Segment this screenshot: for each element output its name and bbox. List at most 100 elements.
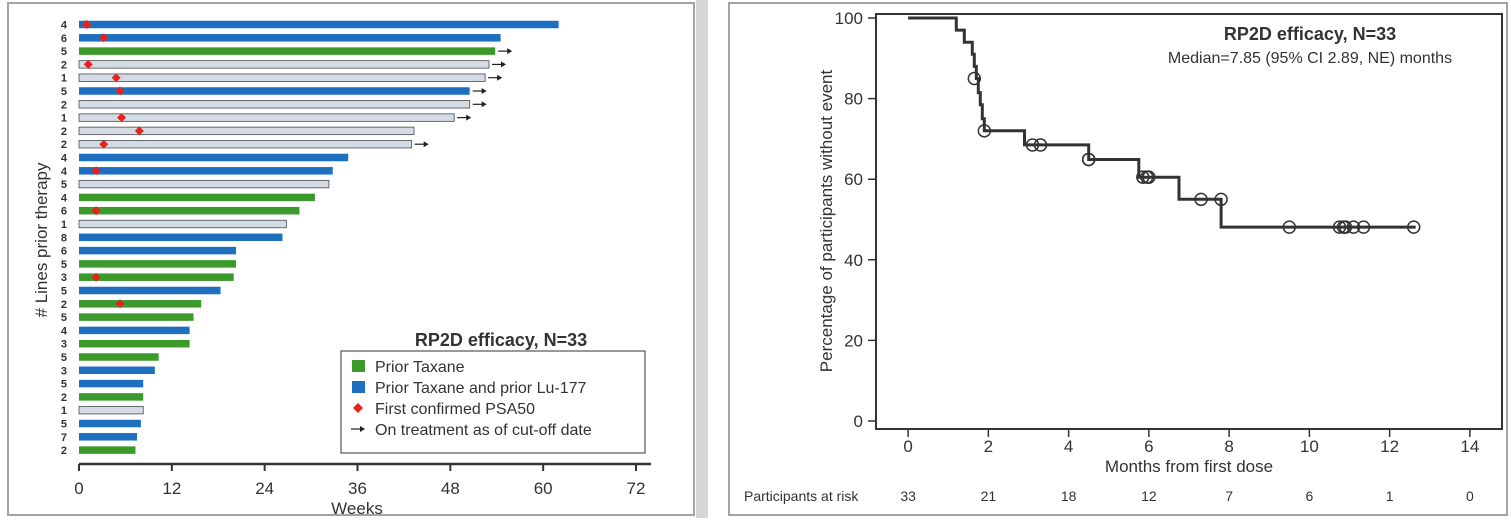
swimmer-y-tick-label: 1	[61, 73, 67, 85]
swimmer-y-tick-label: 8	[61, 232, 67, 244]
ongoing-arrow-head	[423, 141, 429, 148]
swimmer-bar	[79, 233, 283, 242]
swimmer-y-tick-label: 4	[61, 325, 68, 337]
psa50-marker	[91, 272, 101, 282]
psa50-marker	[91, 206, 101, 216]
at-risk-count: 21	[981, 488, 997, 504]
censor-mark	[1033, 138, 1048, 152]
swimmer-x-ticks: 0 12 24 36 48 60 72	[74, 464, 645, 498]
swimmer-y-tick-label: 4	[61, 153, 68, 165]
swimmer-bar	[79, 153, 349, 162]
censor-mark	[1338, 220, 1353, 234]
censor-mark	[1214, 192, 1228, 207]
at-risk-count: 18	[1061, 488, 1077, 504]
km-x-tick-label: 6	[1144, 437, 1153, 456]
swimmer-y-tick-label: 7	[61, 432, 67, 444]
swimmer-y-tick-label: 4	[61, 192, 68, 204]
ongoing-arrow	[492, 61, 507, 68]
km-y-ticks: 0 20 40 60 80 100	[835, 9, 876, 431]
swimmer-bar	[79, 326, 190, 335]
swimmer-bar	[79, 34, 501, 42]
ongoing-arrow-head	[497, 74, 503, 81]
swimmer-bar	[79, 433, 138, 441]
swimmer-bar	[79, 167, 333, 175]
ongoing-arrow	[488, 74, 503, 81]
ongoing-arrow	[498, 48, 513, 55]
swimmer-y-tick-label: 1	[61, 219, 67, 231]
swimmer-bar	[79, 339, 190, 348]
legend-label: Prior Taxane	[375, 359, 465, 376]
km-y-axis-label: Percentage of participants without event	[817, 70, 836, 373]
swimmer-bar	[79, 379, 144, 388]
swimmer-bar	[79, 300, 202, 308]
psa50-marker	[91, 166, 101, 176]
psa50-marker	[134, 126, 144, 136]
swimmer-bar	[79, 366, 155, 375]
swimmer-bar	[79, 246, 237, 255]
swimmer-y-tick-label: 2	[61, 59, 67, 71]
swimmer-bar	[79, 419, 141, 428]
legend-arrow	[351, 426, 365, 432]
km-x-ticks: 0 2 4 6 8 10 12 14	[903, 429, 1479, 456]
swimmer-y-tick-label: 2	[61, 299, 67, 311]
km-x-tick-label: 12	[1380, 437, 1399, 456]
swimmer-bar	[78, 219, 287, 229]
swimmer-legend: Prior Taxane Prior Taxane and prior Lu-17…	[351, 359, 592, 439]
swimmer-y-tick-label: 5	[61, 259, 67, 271]
swimmer-bar	[79, 393, 144, 401]
ongoing-arrow-head	[481, 101, 487, 108]
swimmer-title: RP2D efficacy, N=33	[415, 330, 587, 350]
at-risk-count: 33	[900, 488, 916, 504]
swimmer-x-tick-label: 36	[348, 479, 367, 498]
psa50-marker	[82, 20, 92, 29]
swimmer-bar	[78, 140, 413, 149]
legend-label: Prior Taxane and prior Lu-177	[375, 380, 586, 397]
swimmer-y-tick-label: 5	[61, 286, 67, 298]
swimmer-bar	[78, 406, 144, 415]
swimmer-bar	[79, 260, 237, 268]
psa50-marker	[115, 299, 125, 309]
censor-mark	[1142, 170, 1156, 184]
swimmer-y-tick-label: 1	[61, 113, 67, 125]
swimmer-y-tick-label: 6	[61, 206, 67, 218]
km-x-tick-label: 2	[984, 437, 993, 456]
censor-mark	[1194, 192, 1208, 207]
km-y-tick-label: 20	[844, 331, 863, 350]
swimmer-x-tick-label: 60	[534, 479, 553, 498]
swimmer-y-tick-label: 2	[61, 139, 67, 151]
km-title: RP2D efficacy, N=33	[1224, 24, 1396, 44]
swimmer-y-tick-label: 6	[61, 246, 67, 258]
ongoing-arrow-head	[501, 61, 507, 68]
ongoing-arrow	[472, 88, 487, 94]
swimmer-y-tick-label: 5	[61, 352, 67, 364]
km-x-tick-label: 14	[1460, 437, 1479, 456]
legend-diamond	[353, 403, 363, 413]
at-risk-count: 0	[1466, 488, 1474, 504]
psa50-marker	[99, 139, 109, 149]
censor-mark	[1081, 152, 1096, 167]
km-y-tick-label: 40	[844, 251, 863, 270]
km-x-tick-label: 10	[1300, 437, 1319, 456]
ongoing-arrow	[414, 141, 429, 148]
psa50-marker	[117, 113, 127, 123]
at-risk-counts: 33 21 18 12 7 6 1 0	[900, 488, 1474, 504]
km-survival-curve	[908, 16, 1416, 229]
swimmer-x-tick-label: 12	[162, 479, 181, 498]
swimmer-y-tick-label: 3	[61, 339, 67, 351]
swimmer-bar	[79, 206, 300, 215]
ongoing-arrow-head	[481, 88, 487, 94]
swimmer-y-tick-label: 3	[61, 272, 67, 284]
censor-mark	[1282, 220, 1297, 234]
at-risk-count: 1	[1386, 488, 1394, 504]
swimmer-y-tick-label: 5	[61, 46, 67, 58]
km-median-annotation: Median=7.85 (95% CI 2.89, NE) months	[1168, 50, 1452, 67]
ongoing-arrow	[457, 114, 472, 121]
swimmer-bar	[78, 73, 486, 82]
psa50-marker	[99, 33, 109, 43]
swimmer-bar	[79, 286, 221, 295]
swimmer-x-tick-label: 48	[441, 479, 460, 498]
censor-mark	[1406, 220, 1421, 234]
